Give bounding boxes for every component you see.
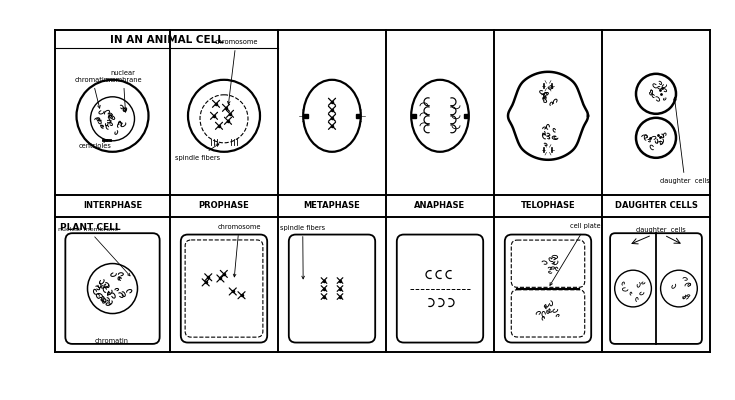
Text: spindle fibers: spindle fibers — [280, 225, 326, 279]
Polygon shape — [508, 72, 588, 160]
Text: DAUGHTER CELLS: DAUGHTER CELLS — [614, 202, 698, 210]
Circle shape — [76, 80, 148, 152]
FancyBboxPatch shape — [512, 290, 585, 337]
Ellipse shape — [304, 80, 361, 152]
FancyBboxPatch shape — [181, 234, 268, 342]
Ellipse shape — [230, 139, 238, 145]
FancyBboxPatch shape — [65, 233, 159, 344]
Ellipse shape — [200, 95, 248, 143]
Text: ANAPHASE: ANAPHASE — [415, 202, 465, 210]
Text: daughter  cells: daughter cells — [636, 227, 686, 233]
Text: chromatin: chromatin — [95, 338, 129, 344]
FancyBboxPatch shape — [397, 234, 483, 342]
Ellipse shape — [210, 139, 218, 145]
Text: INTERPHASE: INTERPHASE — [83, 202, 142, 210]
Text: TELOPHASE: TELOPHASE — [520, 202, 576, 210]
Circle shape — [614, 270, 651, 307]
FancyBboxPatch shape — [512, 240, 585, 287]
Text: PLANT CELL: PLANT CELL — [60, 224, 121, 232]
Text: chromosome: chromosome — [214, 39, 258, 104]
Ellipse shape — [411, 80, 469, 152]
FancyBboxPatch shape — [185, 240, 263, 337]
Circle shape — [636, 74, 676, 114]
Text: nuclear membrane: nuclear membrane — [58, 227, 130, 276]
Circle shape — [661, 270, 698, 307]
Text: PROPHASE: PROPHASE — [198, 202, 249, 210]
Text: spindle fibers: spindle fibers — [176, 144, 220, 161]
Circle shape — [87, 264, 137, 314]
Circle shape — [90, 97, 135, 141]
Text: chromosome: chromosome — [218, 224, 261, 277]
FancyBboxPatch shape — [610, 233, 702, 344]
Circle shape — [188, 80, 260, 152]
Text: METAPHASE: METAPHASE — [304, 202, 360, 210]
Text: nuclear
membrane: nuclear membrane — [105, 70, 142, 112]
Text: IN AN ANIMAL CELL: IN AN ANIMAL CELL — [110, 35, 223, 45]
Text: daughter  cells: daughter cells — [660, 98, 710, 184]
FancyBboxPatch shape — [505, 234, 591, 342]
Text: cell plate: cell plate — [550, 223, 601, 285]
Text: centrioles: centrioles — [79, 140, 112, 149]
FancyBboxPatch shape — [289, 234, 375, 342]
Circle shape — [636, 118, 676, 158]
Text: chromatin.: chromatin. — [74, 77, 111, 108]
